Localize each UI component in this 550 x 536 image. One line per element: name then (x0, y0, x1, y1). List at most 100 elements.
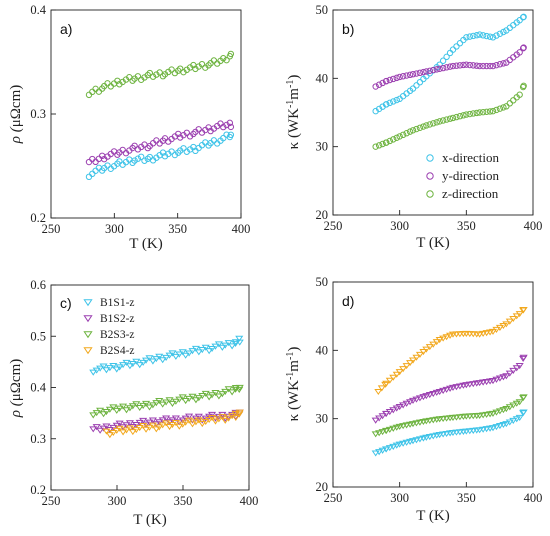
data-point (475, 380, 484, 387)
data-point (385, 409, 394, 416)
data-point (422, 418, 431, 425)
y-tick-label: 0.3 (30, 107, 46, 121)
data-point (443, 64, 450, 71)
x-tick-label: 300 (390, 491, 409, 505)
data-point (122, 422, 131, 429)
data-point (119, 362, 128, 369)
legend-c: B1S1-z B1S2-z B2S3-z B2S4-z (83, 297, 135, 357)
data-point (416, 78, 424, 86)
data-point (142, 400, 151, 407)
data-point (390, 136, 397, 143)
data-point (205, 416, 214, 424)
legend-swatch (83, 315, 93, 323)
data-point (460, 112, 467, 119)
data-point (226, 119, 234, 127)
data-point (188, 393, 197, 400)
data-point (453, 113, 460, 121)
data-point (509, 402, 518, 409)
data-point (92, 410, 101, 417)
data-point (99, 411, 108, 418)
data-point (112, 427, 121, 434)
y-axis-title-close: ) (8, 359, 24, 364)
data-point (500, 104, 507, 111)
y-tick-label: 50 (316, 3, 329, 17)
data-point (153, 71, 160, 78)
data-point (420, 123, 427, 130)
ticks-d: 250 300 350 400 20 30 40 50 (316, 275, 543, 505)
data-point (190, 130, 197, 138)
data-point (399, 131, 407, 139)
data-point (132, 401, 141, 408)
data-point (488, 425, 498, 432)
data-point (479, 412, 488, 419)
x-tick-label: 250 (324, 219, 343, 233)
y-axis-title: κ (WK-1m-1) (285, 347, 302, 422)
data-point (155, 419, 164, 426)
marks-a (85, 50, 235, 181)
data-point (479, 32, 487, 39)
data-point (423, 68, 430, 75)
data-point (399, 73, 407, 80)
data-point (502, 321, 511, 328)
data-point (422, 346, 431, 353)
data-point (378, 447, 387, 454)
data-point (382, 380, 391, 387)
data-point (492, 376, 501, 383)
data-point (436, 65, 443, 72)
data-point (476, 109, 483, 116)
data-point (466, 61, 473, 69)
data-point (116, 158, 123, 165)
data-point (132, 427, 141, 434)
data-point (235, 409, 244, 416)
data-point (502, 421, 511, 428)
data-point (499, 322, 508, 330)
data-point (439, 117, 447, 124)
data-point (198, 393, 207, 400)
data-point (519, 354, 528, 361)
data-point (115, 425, 124, 432)
panel-label-a: a) (60, 21, 72, 37)
y-axis-title-main: κ (WK (286, 108, 302, 149)
data-point (435, 432, 444, 439)
data-point (128, 361, 137, 368)
data-point (181, 352, 190, 359)
data-point (191, 345, 200, 352)
data-point (479, 108, 487, 116)
data-point (122, 427, 131, 434)
data-point (412, 354, 421, 361)
x-axis-title: T (K) (129, 236, 162, 252)
data-point (473, 32, 480, 39)
data-point (425, 434, 434, 441)
y-axis-title-main: ρ ( (8, 126, 24, 144)
data-point (453, 43, 460, 50)
data-point (125, 425, 134, 432)
data-point (492, 424, 501, 431)
data-point (416, 124, 424, 131)
legend-swatch (426, 172, 434, 180)
x-tick-label: 300 (108, 494, 127, 508)
y-axis-title-close: ) (286, 347, 302, 352)
data-point (198, 421, 207, 428)
data-point (141, 157, 148, 164)
data-point (228, 389, 237, 396)
data-point (194, 349, 203, 356)
data-point (109, 429, 118, 437)
data-point (218, 344, 227, 351)
data-point (228, 343, 237, 350)
data-point (482, 330, 491, 337)
y-tick-label: 40 (316, 343, 329, 357)
data-point (185, 350, 194, 357)
data-point (429, 341, 438, 348)
data-point (413, 125, 420, 133)
legend-label: z-direction (442, 186, 499, 201)
data-point (201, 344, 210, 351)
data-point (162, 354, 171, 361)
data-point (502, 373, 511, 380)
marks-d (371, 306, 528, 457)
data-point (135, 425, 144, 432)
data-point (433, 119, 440, 126)
legend-label: B1S2-z (100, 313, 135, 325)
y-tick-label: 0.2 (30, 483, 46, 497)
data-point (486, 108, 494, 115)
